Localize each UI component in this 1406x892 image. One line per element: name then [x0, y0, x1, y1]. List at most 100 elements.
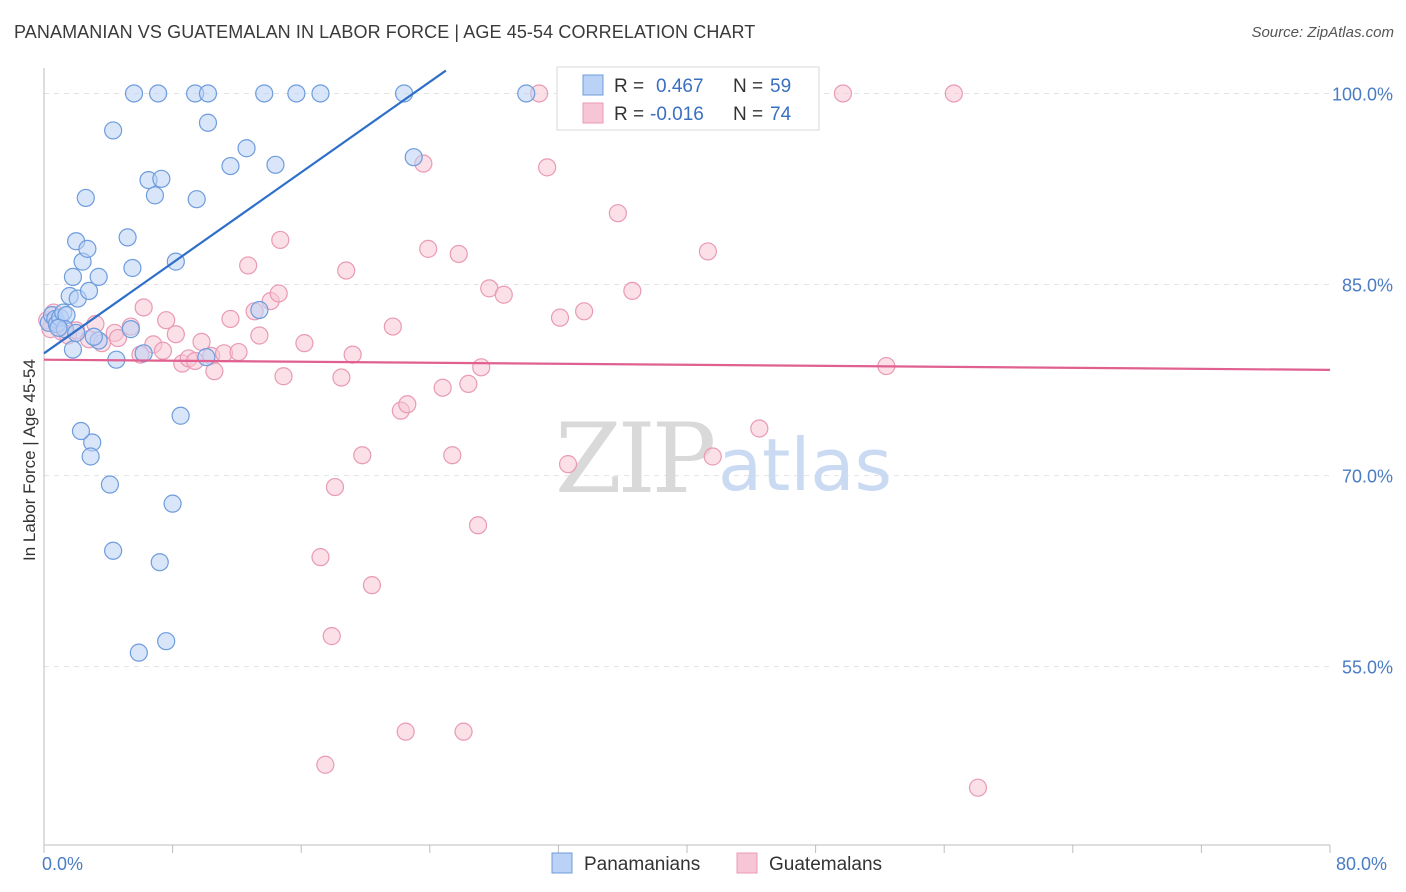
panamanians-point — [89, 267, 108, 286]
panamanians-trend-line — [43, 69, 447, 355]
legend-r-value-2: -0.016 — [650, 104, 704, 125]
watermark-atlas: atlas — [718, 423, 892, 507]
panamanians-point — [187, 190, 206, 209]
legend-box: R = 0.467 N = 59 R = -0.016 N = 74 — [556, 66, 820, 131]
chart-title: PANAMANIAN VS GUATEMALAN IN LABOR FORCE … — [14, 22, 756, 42]
panamanians-point — [150, 553, 169, 572]
guatemalans-point — [750, 419, 769, 438]
panamanians-point — [287, 84, 306, 103]
guatemalans-point — [325, 477, 345, 497]
panamanians-point — [104, 541, 123, 560]
guatemalans-point — [968, 778, 988, 797]
guatemalans-point — [468, 516, 488, 535]
panamanians-point — [129, 643, 148, 662]
y-tick-label: 100.0% — [1332, 84, 1393, 104]
panamanians-point — [104, 121, 123, 140]
guatemalans-point — [337, 261, 356, 280]
x-tick-label-min: 0.0% — [42, 854, 83, 874]
guatemalans-point — [271, 230, 290, 250]
guatemalans-point — [311, 548, 330, 567]
bottom-legend-swatch-guatemalans — [736, 852, 758, 874]
panamanians-point — [311, 84, 330, 103]
guatemalans-points — [38, 84, 988, 797]
guatemalans-point — [472, 358, 491, 377]
guatemalans-point — [383, 317, 402, 336]
bottom-legend-swatch-panamanians — [551, 852, 573, 874]
bottom-legend-label-guatemalans: Guatemalans — [769, 854, 882, 875]
panamanians-point — [124, 84, 144, 103]
y-tick-label: 70.0% — [1342, 467, 1393, 487]
panamanians-point — [266, 155, 285, 174]
guatemalans-point — [274, 367, 293, 386]
guatemalans-point — [108, 328, 128, 348]
y-tick-label: 55.0% — [1342, 658, 1393, 678]
guatemalans-trend-line — [43, 358, 1331, 371]
guatemalans-point — [343, 345, 362, 364]
y-tick-label: 85.0% — [1342, 276, 1393, 296]
legend-r-label-2: R = — [614, 104, 644, 125]
panamanians-point — [84, 327, 103, 346]
bottom-legend: Panamanians Guatemalans — [551, 852, 882, 875]
legend-n-label-1: N = — [733, 76, 763, 97]
panamanians-point — [237, 139, 256, 158]
panamanians-point — [157, 632, 176, 651]
panamanians-point — [152, 169, 171, 188]
guatemalans-point — [419, 239, 438, 258]
watermark-zip: ZIP — [555, 403, 714, 515]
panamanians-point — [255, 84, 274, 103]
panamanians-point — [250, 300, 269, 320]
legend-n-label-2: N = — [733, 104, 763, 125]
guatemalans-point — [703, 447, 722, 466]
panamanians-point — [149, 84, 168, 103]
guatemalans-point — [575, 302, 594, 321]
guatemalans-point — [153, 341, 173, 360]
panamanians-point — [121, 320, 140, 339]
guatemalans-point — [353, 446, 372, 465]
guatemalans-point — [459, 374, 478, 393]
panamanians-point — [81, 447, 100, 466]
guatemalans-point — [269, 284, 288, 303]
panamanians-point — [171, 406, 190, 425]
guatemalans-point — [250, 326, 269, 345]
guatemalans-point — [538, 158, 557, 177]
guatemalans-point — [229, 342, 248, 362]
panamanians-point — [134, 344, 153, 363]
guatemalans-point — [449, 244, 468, 264]
guatemalans-point — [316, 755, 335, 774]
x-ticks — [43, 845, 1331, 853]
guatemalans-point — [322, 627, 341, 646]
panamanians-points — [39, 84, 536, 662]
bottom-legend-label-panamanians: Panamanians — [584, 854, 700, 875]
guatemalans-point — [433, 378, 452, 397]
panamanians-point — [100, 475, 120, 494]
guatemalans-point — [443, 446, 462, 465]
panamanians-point — [78, 239, 97, 258]
guatemalans-point — [166, 325, 185, 344]
panamanians-point — [76, 188, 95, 208]
guatemalans-point — [205, 362, 224, 381]
panamanians-point — [198, 113, 218, 132]
guatemalans-point — [221, 309, 240, 329]
guatemalans-point — [134, 298, 153, 317]
panamanians-point — [63, 267, 83, 286]
source-label: Source: ZipAtlas.com — [1251, 24, 1394, 41]
guatemalans-point — [398, 395, 417, 414]
guatemalans-point — [698, 242, 717, 261]
panamanians-point — [221, 156, 240, 176]
legend-swatch-guatemalans — [582, 102, 604, 124]
legend-n-value-2: 74 — [770, 104, 792, 125]
panamanians-point — [123, 258, 142, 278]
guatemalans-point — [608, 204, 627, 223]
guatemalans-point — [623, 281, 642, 301]
legend-n-value-1: 59 — [770, 76, 791, 97]
guatemalans-point — [295, 334, 314, 353]
guatemalans-point — [396, 722, 415, 741]
gridlines — [44, 92, 1330, 668]
panamanians-point — [163, 494, 182, 513]
y-tick-labels: 55.0% 70.0% 85.0% 100.0% — [1332, 84, 1393, 677]
panamanians-point — [198, 84, 218, 103]
guatemalans-point — [494, 285, 513, 304]
legend-r-value-1: 0.467 — [656, 76, 704, 97]
x-tick-label-max: 80.0% — [1336, 854, 1387, 874]
